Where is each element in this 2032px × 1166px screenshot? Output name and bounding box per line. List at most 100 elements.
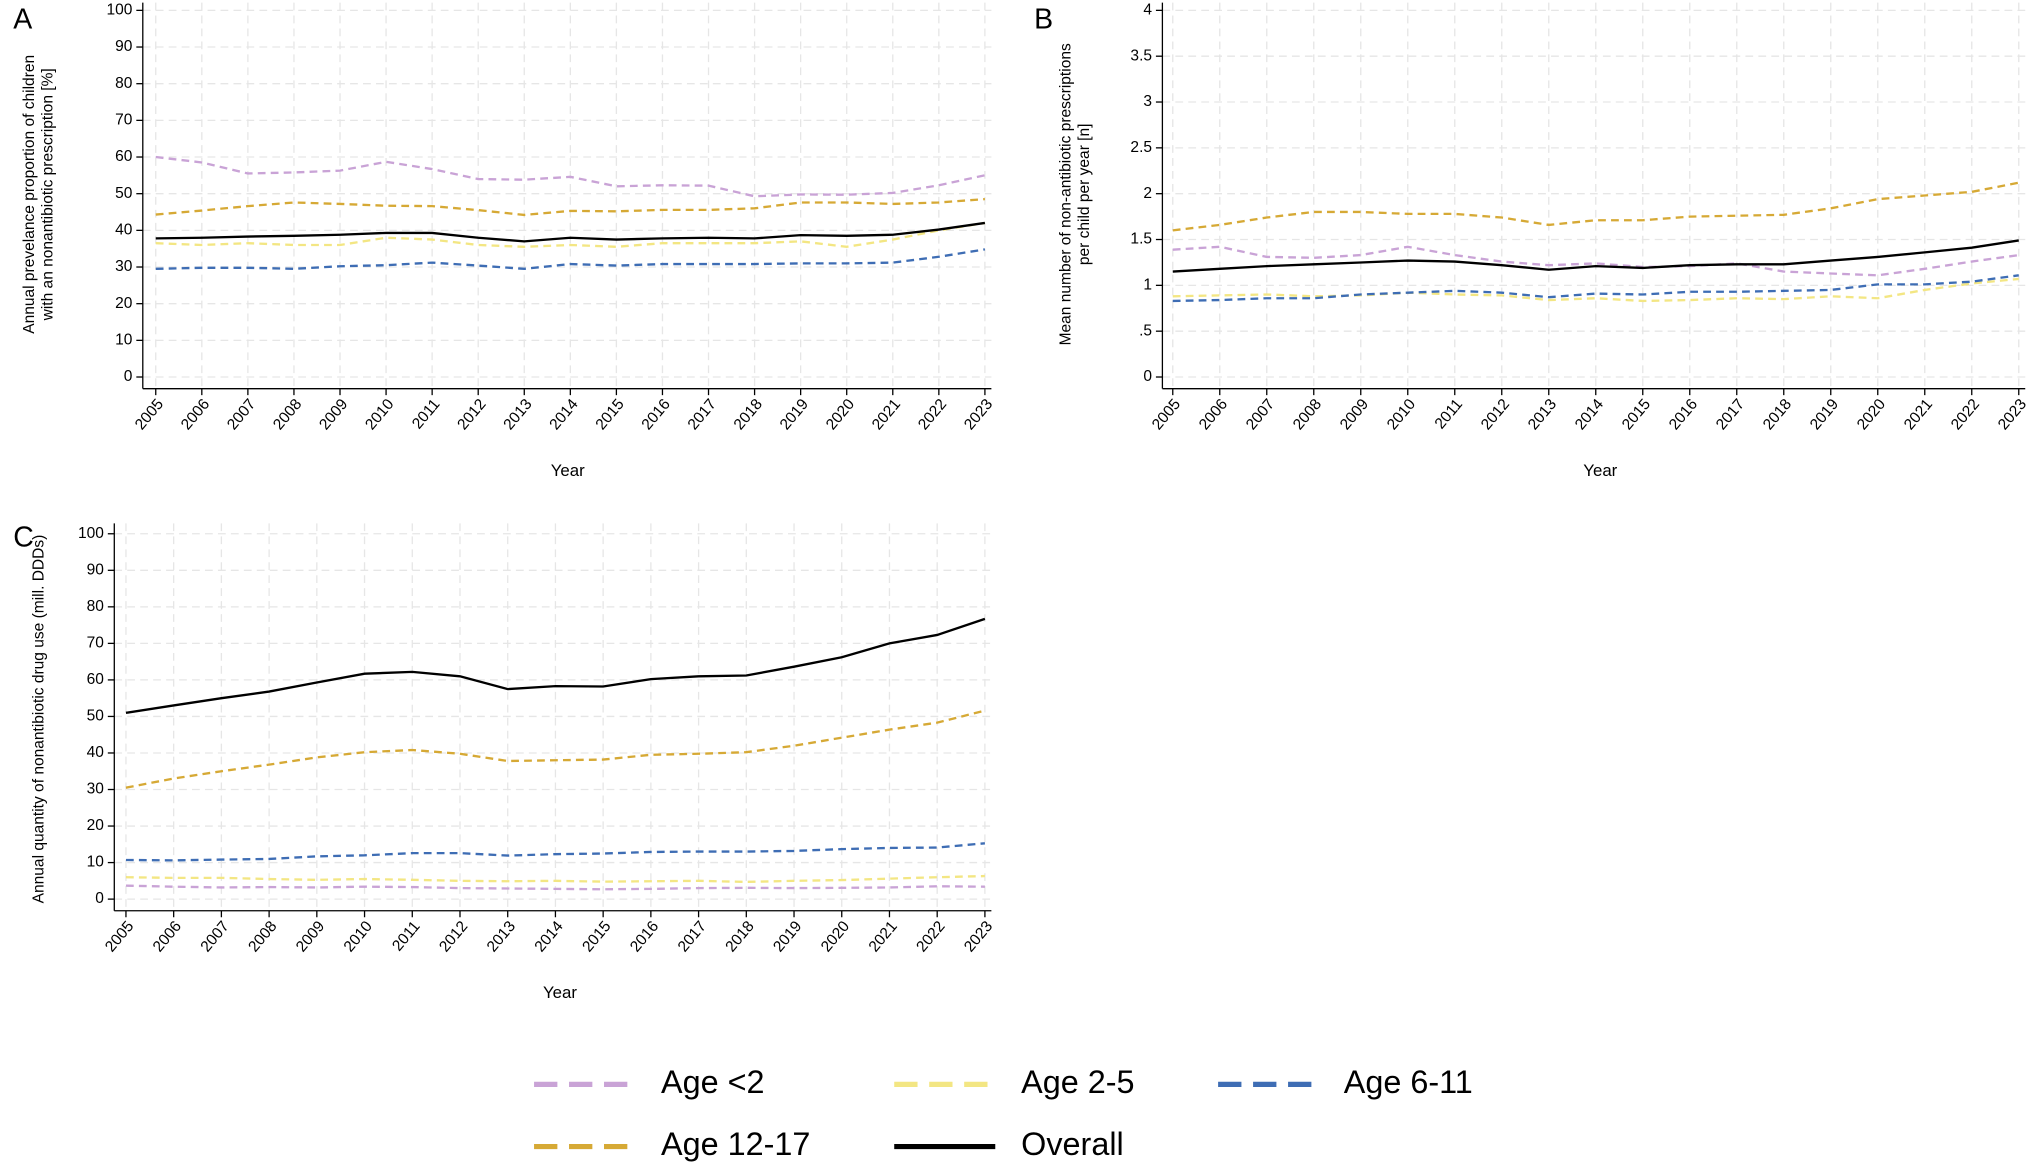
y-tick-label: 90: [115, 38, 133, 55]
x-tick-label: 2006: [1196, 396, 1231, 433]
x-tick-label: 2009: [316, 396, 351, 433]
y-axis-title: Annual prevelance proportion of children: [21, 55, 38, 334]
y-tick-label: 2: [1143, 185, 1152, 202]
y-tick-label: 50: [115, 185, 133, 202]
x-tick-label: 2015: [1619, 396, 1654, 433]
y-tick-label: 10: [115, 331, 133, 348]
y-axis-title: per child per year [n]: [1076, 124, 1093, 266]
x-tick-label: 2021: [1901, 396, 1936, 433]
x-tick-label: 2017: [675, 918, 710, 955]
y-tick-label: 60: [87, 671, 105, 688]
y-tick-label: 100: [107, 1, 133, 18]
x-axis-title: Year: [543, 983, 577, 1002]
panel-label: B: [1034, 3, 1053, 35]
x-tick-label: 2023: [1995, 396, 2030, 433]
x-tick-label: 2019: [777, 396, 812, 433]
x-tick-label: 2013: [500, 396, 535, 433]
x-tick-label: 2006: [178, 396, 213, 433]
x-tick-label: 2010: [362, 396, 397, 434]
x-tick-label: 2007: [198, 918, 233, 955]
y-tick-label: 0: [1143, 368, 1152, 385]
x-tick-label: 2006: [150, 918, 185, 955]
y-tick-label: 60: [115, 148, 133, 165]
x-tick-label: 2018: [722, 918, 757, 955]
y-axis-title: Mean number of non-antibiotic prescripti…: [1058, 43, 1075, 345]
y-tick-label: 0: [95, 890, 104, 907]
y-tick-label: 0: [124, 368, 133, 385]
legend-label: Age 12-17: [661, 1126, 810, 1162]
x-tick-label: 2016: [627, 918, 662, 955]
x-tick-label: 2014: [546, 396, 581, 434]
y-tick-label: 100: [78, 525, 104, 542]
x-tick-label: 2020: [823, 396, 858, 434]
y-tick-label: 1.5: [1130, 231, 1152, 248]
x-tick-label: 2009: [293, 918, 328, 955]
legend-label: Age 6-11: [1344, 1064, 1473, 1100]
x-tick-label: 2016: [639, 396, 674, 433]
x-tick-label: 2020: [818, 918, 853, 956]
x-tick-label: 2007: [1243, 396, 1278, 433]
x-tick-label: 2016: [1666, 396, 1701, 433]
y-tick-label: 80: [115, 75, 133, 92]
x-tick-label: 2022: [915, 396, 950, 433]
x-tick-label: 2020: [1854, 396, 1889, 434]
x-tick-label: 2014: [532, 918, 567, 956]
x-tick-label: 2015: [593, 396, 628, 433]
x-tick-label: 2013: [484, 918, 519, 955]
y-tick-label: 70: [87, 634, 105, 651]
x-tick-label: 2021: [866, 918, 901, 955]
y-tick-label: 3: [1143, 93, 1152, 110]
y-axis-title: with an nonantibiotic prescription [%]: [39, 68, 56, 321]
y-tick-label: 2.5: [1130, 139, 1152, 156]
y-tick-label: 50: [87, 708, 105, 725]
y-tick-label: 40: [87, 744, 105, 761]
x-tick-label: 2012: [454, 396, 489, 433]
series-line: [155, 221, 986, 248]
panel-label: A: [13, 3, 32, 35]
x-tick-label: 2017: [1713, 396, 1748, 433]
y-tick-label: 80: [87, 598, 105, 615]
x-tick-label: 2022: [913, 918, 948, 955]
series-line: [125, 884, 985, 891]
x-tick-label: 2011: [409, 396, 443, 433]
y-tick-label: 1: [1143, 276, 1152, 293]
x-tick-label: 2009: [1337, 396, 1372, 433]
x-tick-label: 2005: [1149, 396, 1184, 433]
x-tick-label: 2012: [436, 918, 471, 955]
legend-label: Overall: [1021, 1126, 1124, 1162]
y-tick-label: 40: [115, 221, 133, 238]
y-tick-label: 70: [115, 111, 133, 128]
y-tick-label: 30: [87, 781, 105, 798]
legend-label: Age 2-5: [1021, 1064, 1134, 1100]
y-tick-label: 30: [115, 258, 133, 275]
series-line: [125, 874, 985, 884]
x-tick-label: 2011: [389, 918, 423, 955]
y-tick-label: 10: [87, 854, 105, 871]
x-tick-label: 2019: [770, 918, 805, 955]
x-tick-label: 2005: [132, 396, 167, 433]
x-tick-label: 2005: [102, 918, 137, 955]
y-tick-label: .5: [1139, 322, 1152, 339]
series-line: [1172, 239, 2019, 273]
x-tick-label: 2014: [1572, 396, 1607, 434]
x-tick-label: 2018: [731, 396, 766, 433]
series-line: [125, 617, 986, 714]
x-tick-label: 2023: [961, 918, 996, 955]
y-tick-label: 3.5: [1130, 47, 1152, 64]
x-tick-label: 2010: [1384, 396, 1419, 434]
x-axis-title: Year: [551, 461, 585, 480]
x-tick-label: 2008: [245, 918, 280, 955]
y-tick-label: 20: [87, 817, 105, 834]
x-tick-label: 2018: [1760, 396, 1795, 433]
y-tick-label: 4: [1143, 1, 1152, 18]
legend-label: Age <2: [661, 1064, 765, 1100]
x-tick-label: 2008: [270, 396, 305, 433]
x-tick-label: 2013: [1525, 396, 1560, 433]
panel-label: C: [13, 521, 34, 553]
y-tick-label: 90: [87, 561, 105, 578]
series-line: [125, 842, 986, 862]
series-line: [155, 155, 986, 198]
y-tick-label: 20: [115, 295, 133, 312]
series-line: [155, 197, 985, 217]
